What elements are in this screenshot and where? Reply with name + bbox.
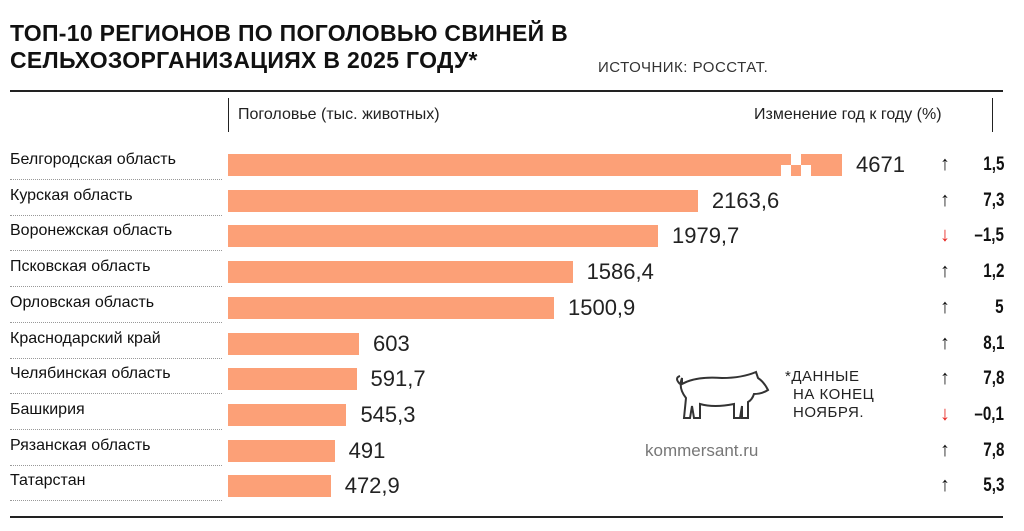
change-header: Изменение год к году (%) xyxy=(754,106,942,123)
arrow-up-icon: ↑ xyxy=(940,438,950,461)
arrow-up-icon: ↑ xyxy=(940,188,950,211)
footnote-line: НОЯБРЯ. xyxy=(793,404,865,421)
value-label: 1586,4 xyxy=(586,259,654,285)
change-label: 7,8 xyxy=(982,439,1004,461)
change-label: 7,3 xyxy=(982,189,1004,211)
bar xyxy=(228,296,554,319)
region-label: Псковская область xyxy=(10,252,222,288)
arrow-up-icon: ↑ xyxy=(940,153,950,175)
value-label: 2163,6 xyxy=(711,187,780,213)
bar xyxy=(228,154,842,176)
value-label: 545,3 xyxy=(360,401,416,427)
region-label: Курская область xyxy=(10,181,222,216)
value-label: 1500,9 xyxy=(567,294,636,320)
arrow-up-icon: ↑ xyxy=(940,331,950,354)
arrow-up-icon: ↑ xyxy=(940,474,950,497)
footnote-line: НА КОНЕЦ xyxy=(793,386,875,403)
bar xyxy=(228,225,658,248)
arrow-up-icon: ↑ xyxy=(940,260,950,283)
value-header: Поголовье (тыс. животных) xyxy=(238,106,440,123)
bar xyxy=(228,475,331,498)
bar xyxy=(228,403,347,426)
change-label: 7,8 xyxy=(982,368,1004,390)
bar xyxy=(228,368,357,391)
change-label: –0,1 xyxy=(974,403,1004,425)
change-label: 1,2 xyxy=(982,261,1004,283)
region-label: Орловская область xyxy=(10,288,222,323)
bar xyxy=(228,189,698,212)
change-label: –1,5 xyxy=(974,225,1004,247)
region-label: Белгородская область xyxy=(10,145,222,180)
chart-title: ТОП-10 РЕГИОНОВ ПО ПОГОЛОВЬЮ СВИНЕЙ В СЕ… xyxy=(10,20,569,73)
footnote: *ДАННЫЕ НА КОНЕЦ НОЯБРЯ. xyxy=(785,368,874,422)
region-label: Башкирия xyxy=(10,395,222,430)
source: ИСТОЧНИК: РОССТАТ. xyxy=(598,59,769,76)
arrow-up-icon: ↑ xyxy=(940,295,950,318)
top-rule xyxy=(10,90,1003,92)
bar xyxy=(228,332,359,355)
arrow-down-icon: ↓ xyxy=(940,402,950,425)
bar xyxy=(228,261,573,284)
footnote-line: *ДАННЫЕ xyxy=(785,368,860,385)
axis-break xyxy=(781,165,791,176)
axis-break xyxy=(791,154,801,165)
change-label: 5,3 xyxy=(982,475,1004,497)
arrow-down-icon: ↓ xyxy=(940,224,950,247)
axis-break xyxy=(801,165,811,176)
site-link[interactable]: kommersant.ru xyxy=(645,441,759,460)
divider xyxy=(228,98,229,132)
region-label: Татарстан xyxy=(10,466,222,502)
value-label: 472,9 xyxy=(344,473,400,499)
change-label: 5 xyxy=(995,296,1004,318)
arrow-up-icon: ↑ xyxy=(940,367,950,390)
divider xyxy=(992,98,993,132)
region-label: Челябинская область xyxy=(10,359,222,395)
value-label: 1979,7 xyxy=(671,223,740,249)
value-label: 491 xyxy=(348,437,386,463)
bar xyxy=(228,439,335,462)
change-label: 1,5 xyxy=(982,154,1004,175)
region-label: Рязанская область xyxy=(10,431,222,466)
bottom-rule xyxy=(10,516,1003,518)
value-label: 4671 xyxy=(856,152,905,177)
region-label: Воронежская область xyxy=(10,216,222,252)
value-label: 603 xyxy=(372,330,410,356)
change-label: 8,1 xyxy=(982,332,1004,354)
region-label: Краснодарский край xyxy=(10,324,222,359)
pig-icon xyxy=(676,370,770,419)
value-label: 591,7 xyxy=(370,366,426,392)
